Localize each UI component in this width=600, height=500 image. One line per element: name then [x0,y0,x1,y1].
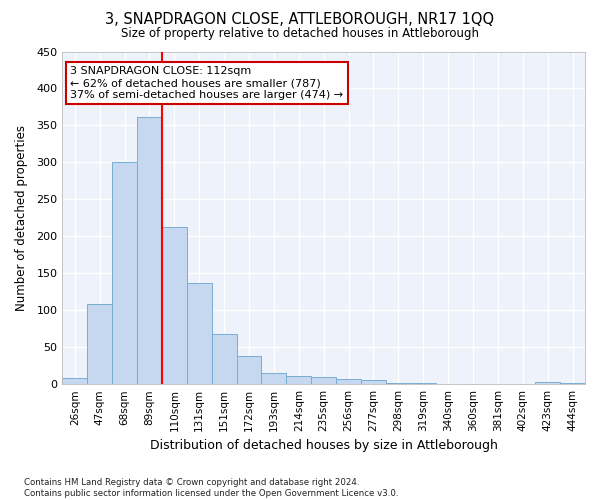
Text: 3 SNAPDRAGON CLOSE: 112sqm
← 62% of detached houses are smaller (787)
37% of sem: 3 SNAPDRAGON CLOSE: 112sqm ← 62% of deta… [70,66,343,100]
Bar [262,373,286,384]
Bar [162,226,187,384]
Bar [212,334,236,384]
Bar [336,379,361,384]
X-axis label: Distribution of detached houses by size in Attleborough: Distribution of detached houses by size … [150,440,497,452]
Bar [236,356,262,384]
Bar [535,382,560,384]
Text: Size of property relative to detached houses in Attleborough: Size of property relative to detached ho… [121,28,479,40]
Bar [361,380,386,384]
Bar [87,304,112,384]
Bar [286,376,311,384]
Bar [137,118,162,384]
Text: Contains HM Land Registry data © Crown copyright and database right 2024.
Contai: Contains HM Land Registry data © Crown c… [24,478,398,498]
Text: 3, SNAPDRAGON CLOSE, ATTLEBOROUGH, NR17 1QQ: 3, SNAPDRAGON CLOSE, ATTLEBOROUGH, NR17 … [106,12,494,28]
Bar [62,378,87,384]
Y-axis label: Number of detached properties: Number of detached properties [15,125,28,311]
Bar [187,283,212,384]
Bar [311,377,336,384]
Bar [386,382,411,384]
Bar [112,162,137,384]
